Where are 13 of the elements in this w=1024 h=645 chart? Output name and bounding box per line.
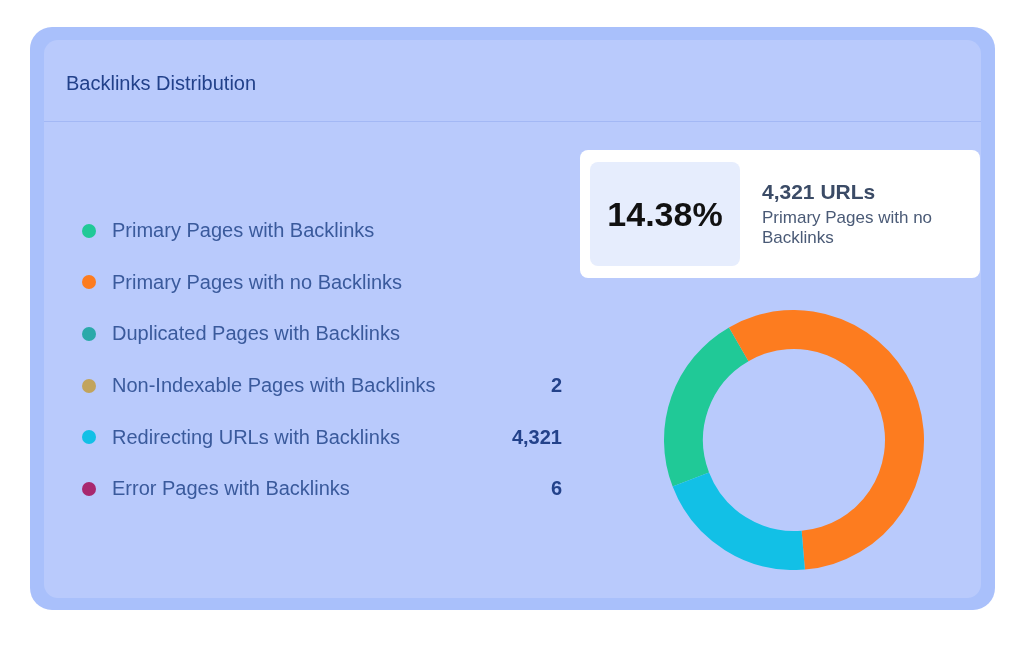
- legend-label: Error Pages with Backlinks: [112, 477, 351, 501]
- text: Primary Pages with no Backlinks: [762, 208, 934, 248]
- legend-label: Duplicated Pages with Backlinks: [112, 322, 401, 346]
- text: 6: [549, 477, 562, 501]
- text: 4,321 URLs: [762, 180, 877, 204]
- legend-label: Non-Indexable Pages with Backlinks: [112, 374, 437, 398]
- legend-label: Primary Pages with no Backlinks: [112, 270, 404, 294]
- text: 4,321: [510, 425, 562, 449]
- text: 14.38%: [590, 162, 740, 266]
- text: 2: [549, 374, 562, 398]
- legend-label: Primary Pages with Backlinks: [112, 219, 376, 243]
- legend-label: Redirecting URLs with Backlinks: [112, 425, 401, 449]
- chart-title: Backlinks Distribution: [66, 72, 257, 95]
